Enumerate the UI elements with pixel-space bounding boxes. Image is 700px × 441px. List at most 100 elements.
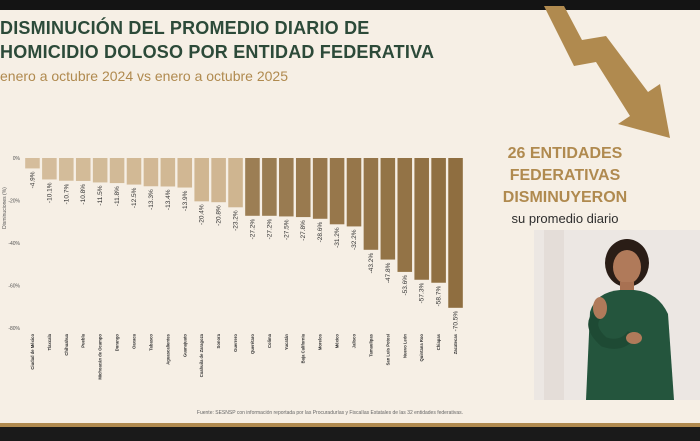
x-tick-label: México: [335, 334, 340, 349]
x-tick-label: Morelos: [318, 333, 323, 350]
y-tick-label: -40%: [8, 241, 20, 247]
bar: [177, 158, 193, 188]
y-axis: 0% -20% -40% -60% -80% Disminuciones (%): [2, 156, 21, 332]
bar: [194, 158, 209, 202]
source-note: Fuente: SESNSP con información reportada…: [196, 410, 464, 416]
bar: [160, 158, 176, 187]
x-tick-label: Chiapas: [436, 333, 441, 350]
bar: [279, 158, 294, 217]
bar: [397, 158, 413, 272]
bar-chart: 0% -20% -40% -60% -80% Disminuciones (%) -4.9…: [2, 156, 463, 380]
bar: [245, 158, 260, 216]
value-label: -10.8%: [80, 184, 87, 205]
value-label: -27.2%: [249, 219, 256, 240]
x-tick-label: Zacatecas: [453, 333, 458, 354]
value-label: -11.5%: [97, 185, 104, 205]
callout: 26 ENTIDADES FEDERATIVAS DISMINUYERON su…: [480, 143, 650, 226]
value-label: -27.8%: [300, 220, 307, 241]
bar: [59, 158, 74, 181]
x-tick-label: Guerrero: [233, 334, 238, 352]
bar: [312, 158, 328, 219]
x-tick-label: Oaxaca: [132, 333, 137, 349]
bar: [262, 158, 277, 216]
x-tick-label: Yucatán: [284, 334, 289, 351]
bar: [295, 158, 311, 218]
value-label: -11.8%: [114, 186, 121, 206]
bar: [380, 158, 396, 260]
x-tick-label: Aguascalientes: [165, 333, 170, 364]
bar: [92, 158, 108, 183]
x-tick-label: Quintana Roo: [419, 334, 424, 362]
value-label: -23.2%: [233, 210, 240, 231]
bars: [25, 158, 463, 308]
page-title: DISMINUCIÓN DEL PROMEDIO DIARIO DE HOMIC…: [0, 16, 500, 64]
x-tick-label: Ciudad de México: [30, 334, 35, 370]
value-label: -53.6%: [402, 275, 409, 296]
value-label: -43.2%: [368, 253, 375, 274]
x-tick-label: Michoacán de Ocampo: [98, 334, 103, 380]
bar: [75, 158, 91, 181]
value-label: -4.9%: [29, 171, 36, 188]
value-label: -57.3%: [419, 283, 426, 304]
bar: [431, 158, 446, 283]
value-label: -13.4%: [165, 189, 172, 210]
callout-line-2: FEDERATIVAS: [509, 167, 621, 184]
value-label: -27.2%: [266, 219, 273, 240]
bar: [363, 158, 379, 250]
x-tick-label: Guanajuato: [182, 334, 187, 357]
x-tick-label: Puebla: [81, 333, 86, 347]
bar: [109, 158, 125, 184]
title-line-2: HOMICIDIO DOLOSO POR ENTIDAD FEDERATIVA: [0, 42, 435, 62]
sign-language-interpreter: [534, 230, 700, 400]
value-label: -70.5%: [453, 311, 460, 332]
x-tick-label: Nuevo León: [402, 334, 407, 358]
x-tick-label: Durango: [115, 334, 120, 352]
x-tick-label: Tlaxcala: [47, 333, 52, 350]
value-label: -27.5%: [283, 219, 290, 240]
callout-line-4: su promedio diario: [511, 211, 619, 226]
value-label: -20.4%: [199, 204, 206, 225]
x-labels: Ciudad de México Tlaxcala Chihuahua Puebla M…: [30, 333, 458, 379]
value-label: -32.2%: [351, 229, 358, 250]
value-labels: -4.9% -10.1% -10.7% -10.8% -11.5% -11.8% -12.5…: [29, 171, 459, 331]
value-label: -10.7%: [63, 184, 70, 205]
title-line-1: DISMINUCIÓN DEL PROMEDIO DIARIO DE: [0, 18, 370, 38]
value-label: -58.7%: [436, 286, 443, 307]
bar: [329, 158, 345, 225]
y-tick-label: -80%: [8, 326, 20, 332]
gold-line: [0, 423, 700, 427]
x-tick-label: Querétaro: [250, 334, 255, 354]
y-axis-label: Disminuciones (%): [2, 187, 8, 229]
value-label: -28.6%: [317, 222, 324, 243]
x-tick-label: Sonora: [216, 333, 221, 348]
bar: [126, 158, 142, 185]
x-tick-label: Baja California: [301, 333, 306, 363]
y-tick-label: -20%: [8, 199, 20, 205]
x-tick-label: Tamaulipas: [368, 333, 373, 356]
bar: [448, 158, 463, 308]
bottom-band: [0, 427, 700, 441]
bar: [346, 158, 362, 227]
value-label: -10.1%: [46, 182, 53, 203]
x-tick-label: Tabasco: [148, 334, 153, 351]
down-arrow-icon: [544, 6, 670, 138]
bar: [228, 158, 243, 208]
x-tick-label: Colima: [267, 333, 272, 348]
value-label: -47.8%: [385, 262, 392, 283]
bar: [25, 158, 40, 169]
value-label: -13.3%: [148, 189, 155, 210]
x-tick-label: Jalisco: [352, 334, 357, 349]
x-tick-label: Chihuahua: [64, 333, 69, 355]
x-tick-label: Coahuila de Zaragoza: [199, 333, 204, 377]
callout-line-1: 26 ENTIDADES: [507, 145, 623, 162]
callout-line-3: DISMINUYERON: [502, 189, 628, 206]
top-band: [0, 0, 700, 10]
bar: [143, 158, 159, 187]
y-tick-label: -60%: [8, 284, 20, 290]
y-tick-label: 0%: [13, 156, 21, 162]
page-subtitle: enero a octubre 2024 vs enero a octubre …: [0, 68, 288, 84]
bar: [414, 158, 429, 280]
value-label: -13.9%: [182, 190, 189, 211]
bar: [42, 158, 57, 180]
value-label: -31.2%: [334, 227, 341, 248]
